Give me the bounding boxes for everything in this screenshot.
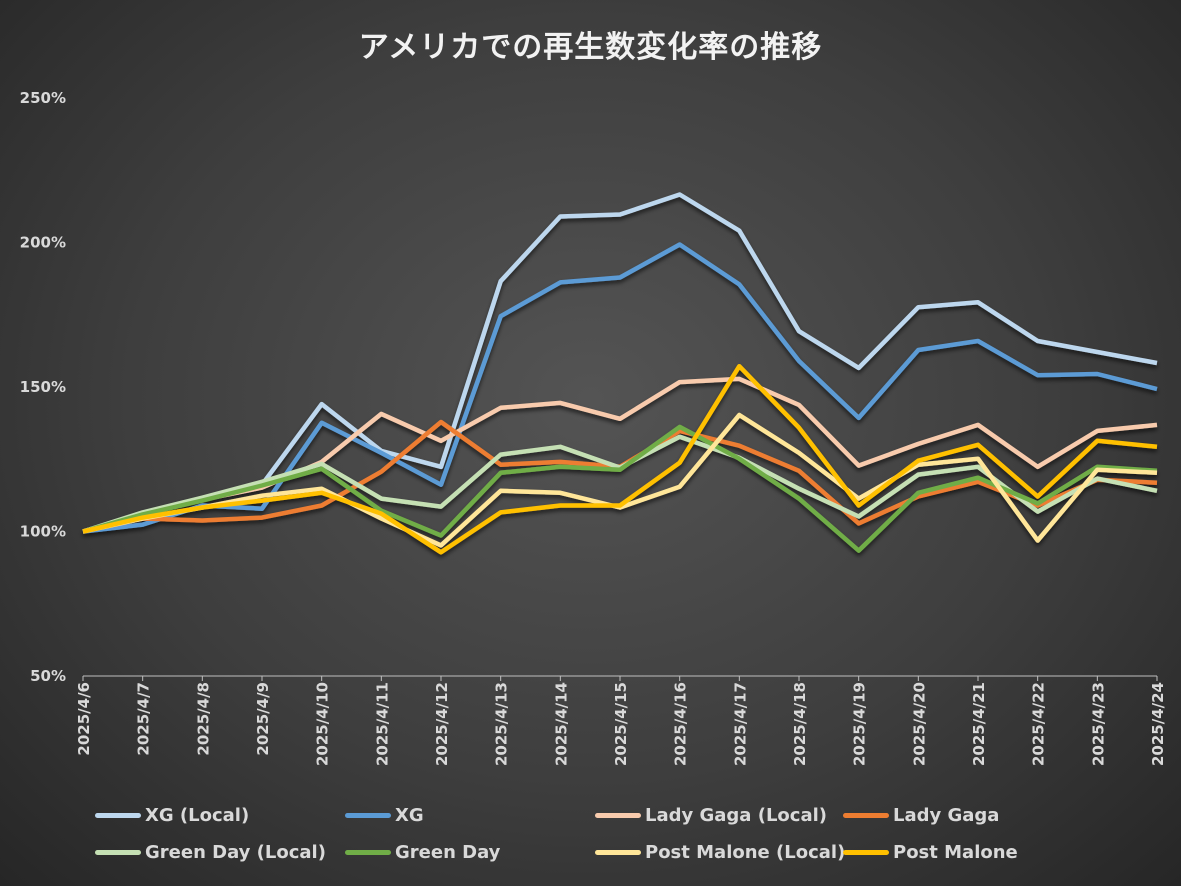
- legend-swatch: [345, 813, 391, 818]
- legend-swatch: [843, 850, 889, 855]
- legend-swatch: [595, 813, 641, 818]
- legend-item: XG: [345, 805, 424, 826]
- y-tick-label: 100%: [20, 523, 66, 541]
- y-tick-label: 150%: [20, 378, 66, 396]
- y-tick-label: 50%: [30, 667, 66, 685]
- legend-label: Post Malone: [893, 842, 1018, 863]
- legend-swatch: [345, 850, 391, 855]
- x-tick-label: 2025/4/10: [314, 682, 332, 766]
- y-tick-label: 200%: [20, 234, 66, 252]
- chart-title: アメリカでの再生数変化率の推移: [358, 30, 823, 65]
- x-tick-label: 2025/4/18: [791, 682, 809, 766]
- x-tick-label: 2025/4/16: [672, 682, 690, 766]
- legend-swatch: [595, 850, 641, 855]
- legend-swatch: [843, 813, 889, 818]
- legend-item: Lady Gaga (Local): [595, 805, 827, 826]
- series-line-green-day: [82, 424, 1158, 553]
- legend-item: Post Malone (Local): [595, 842, 845, 863]
- legend-item: Green Day: [345, 842, 500, 863]
- x-tick-label: 2025/4/19: [851, 682, 869, 766]
- x-tick-label: 2025/4/22: [1030, 682, 1048, 766]
- x-tick-label: 2025/4/24: [1149, 682, 1167, 766]
- legend-label: XG: [395, 805, 424, 826]
- legend-item: Post Malone: [843, 842, 1018, 863]
- legend-label: Green Day (Local): [145, 842, 326, 863]
- legend-swatch: [95, 850, 141, 855]
- series-line-xg: [82, 242, 1158, 534]
- x-tick-label: 2025/4/13: [493, 682, 511, 766]
- x-tick-label: 2025/4/15: [612, 682, 630, 766]
- legend-label: Post Malone (Local): [645, 842, 846, 863]
- x-tick-label: 2025/4/12: [433, 682, 451, 766]
- legend-label: Lady Gaga: [893, 805, 1000, 826]
- x-tick-label: 2025/4/9: [254, 682, 272, 756]
- y-tick-label: 250%: [20, 89, 66, 107]
- x-tick-label: 2025/4/21: [970, 682, 988, 766]
- legend-label: XG (Local): [145, 805, 250, 826]
- x-tick-label: 2025/4/14: [552, 682, 570, 766]
- x-tick-label: 2025/4/8: [194, 682, 212, 756]
- x-tick-label: 2025/4/23: [1089, 682, 1107, 766]
- x-tick-label: 2025/4/11: [373, 682, 391, 766]
- legend-item: XG (Local): [95, 805, 249, 826]
- legend-item: Lady Gaga: [843, 805, 999, 826]
- series-line-post-malone: [82, 363, 1158, 555]
- x-tick-label: 2025/4/17: [731, 682, 749, 766]
- x-tick-label: 2025/4/6: [75, 682, 93, 756]
- legend-label: Lady Gaga (Local): [645, 805, 827, 826]
- x-tick-label: 2025/4/7: [135, 682, 153, 756]
- legend-item: Green Day (Local): [95, 842, 326, 863]
- legend-swatch: [95, 813, 141, 818]
- series-line-post-malone-local: [82, 412, 1158, 548]
- legend-label: Green Day: [395, 842, 501, 863]
- x-tick-label: 2025/4/20: [910, 682, 928, 766]
